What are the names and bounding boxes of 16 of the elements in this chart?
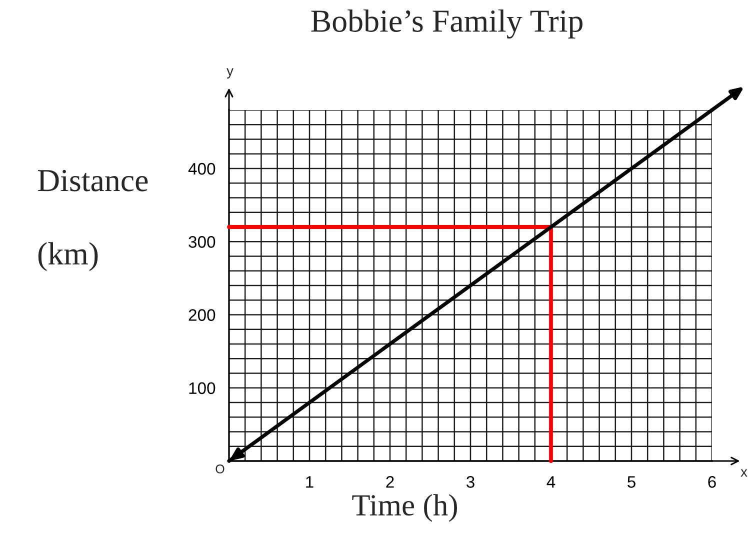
text: Distance (km) — [38, 170, 148, 272]
y-tick-label: 300 — [188, 236, 216, 248]
x-tick-label: 6 — [708, 476, 716, 488]
x-tick-label: 2 — [386, 476, 394, 488]
x-tick-label: 1 — [306, 476, 314, 488]
y-tick-label: 200 — [188, 309, 216, 321]
annotation: O — [216, 464, 224, 474]
x-tick-label: 5 — [628, 476, 636, 488]
x-tick-label: 4 — [546, 476, 556, 488]
text: y — [226, 68, 234, 78]
y-tick-label: 400 — [188, 162, 216, 175]
chart-title: Bobbie’s Family Trip — [311, 9, 582, 39]
x-axis-title: Time (h) — [352, 494, 457, 522]
text: x — [740, 469, 748, 477]
y-tick-label: 100 — [189, 382, 216, 394]
x-tick-label: 3 — [466, 476, 474, 488]
